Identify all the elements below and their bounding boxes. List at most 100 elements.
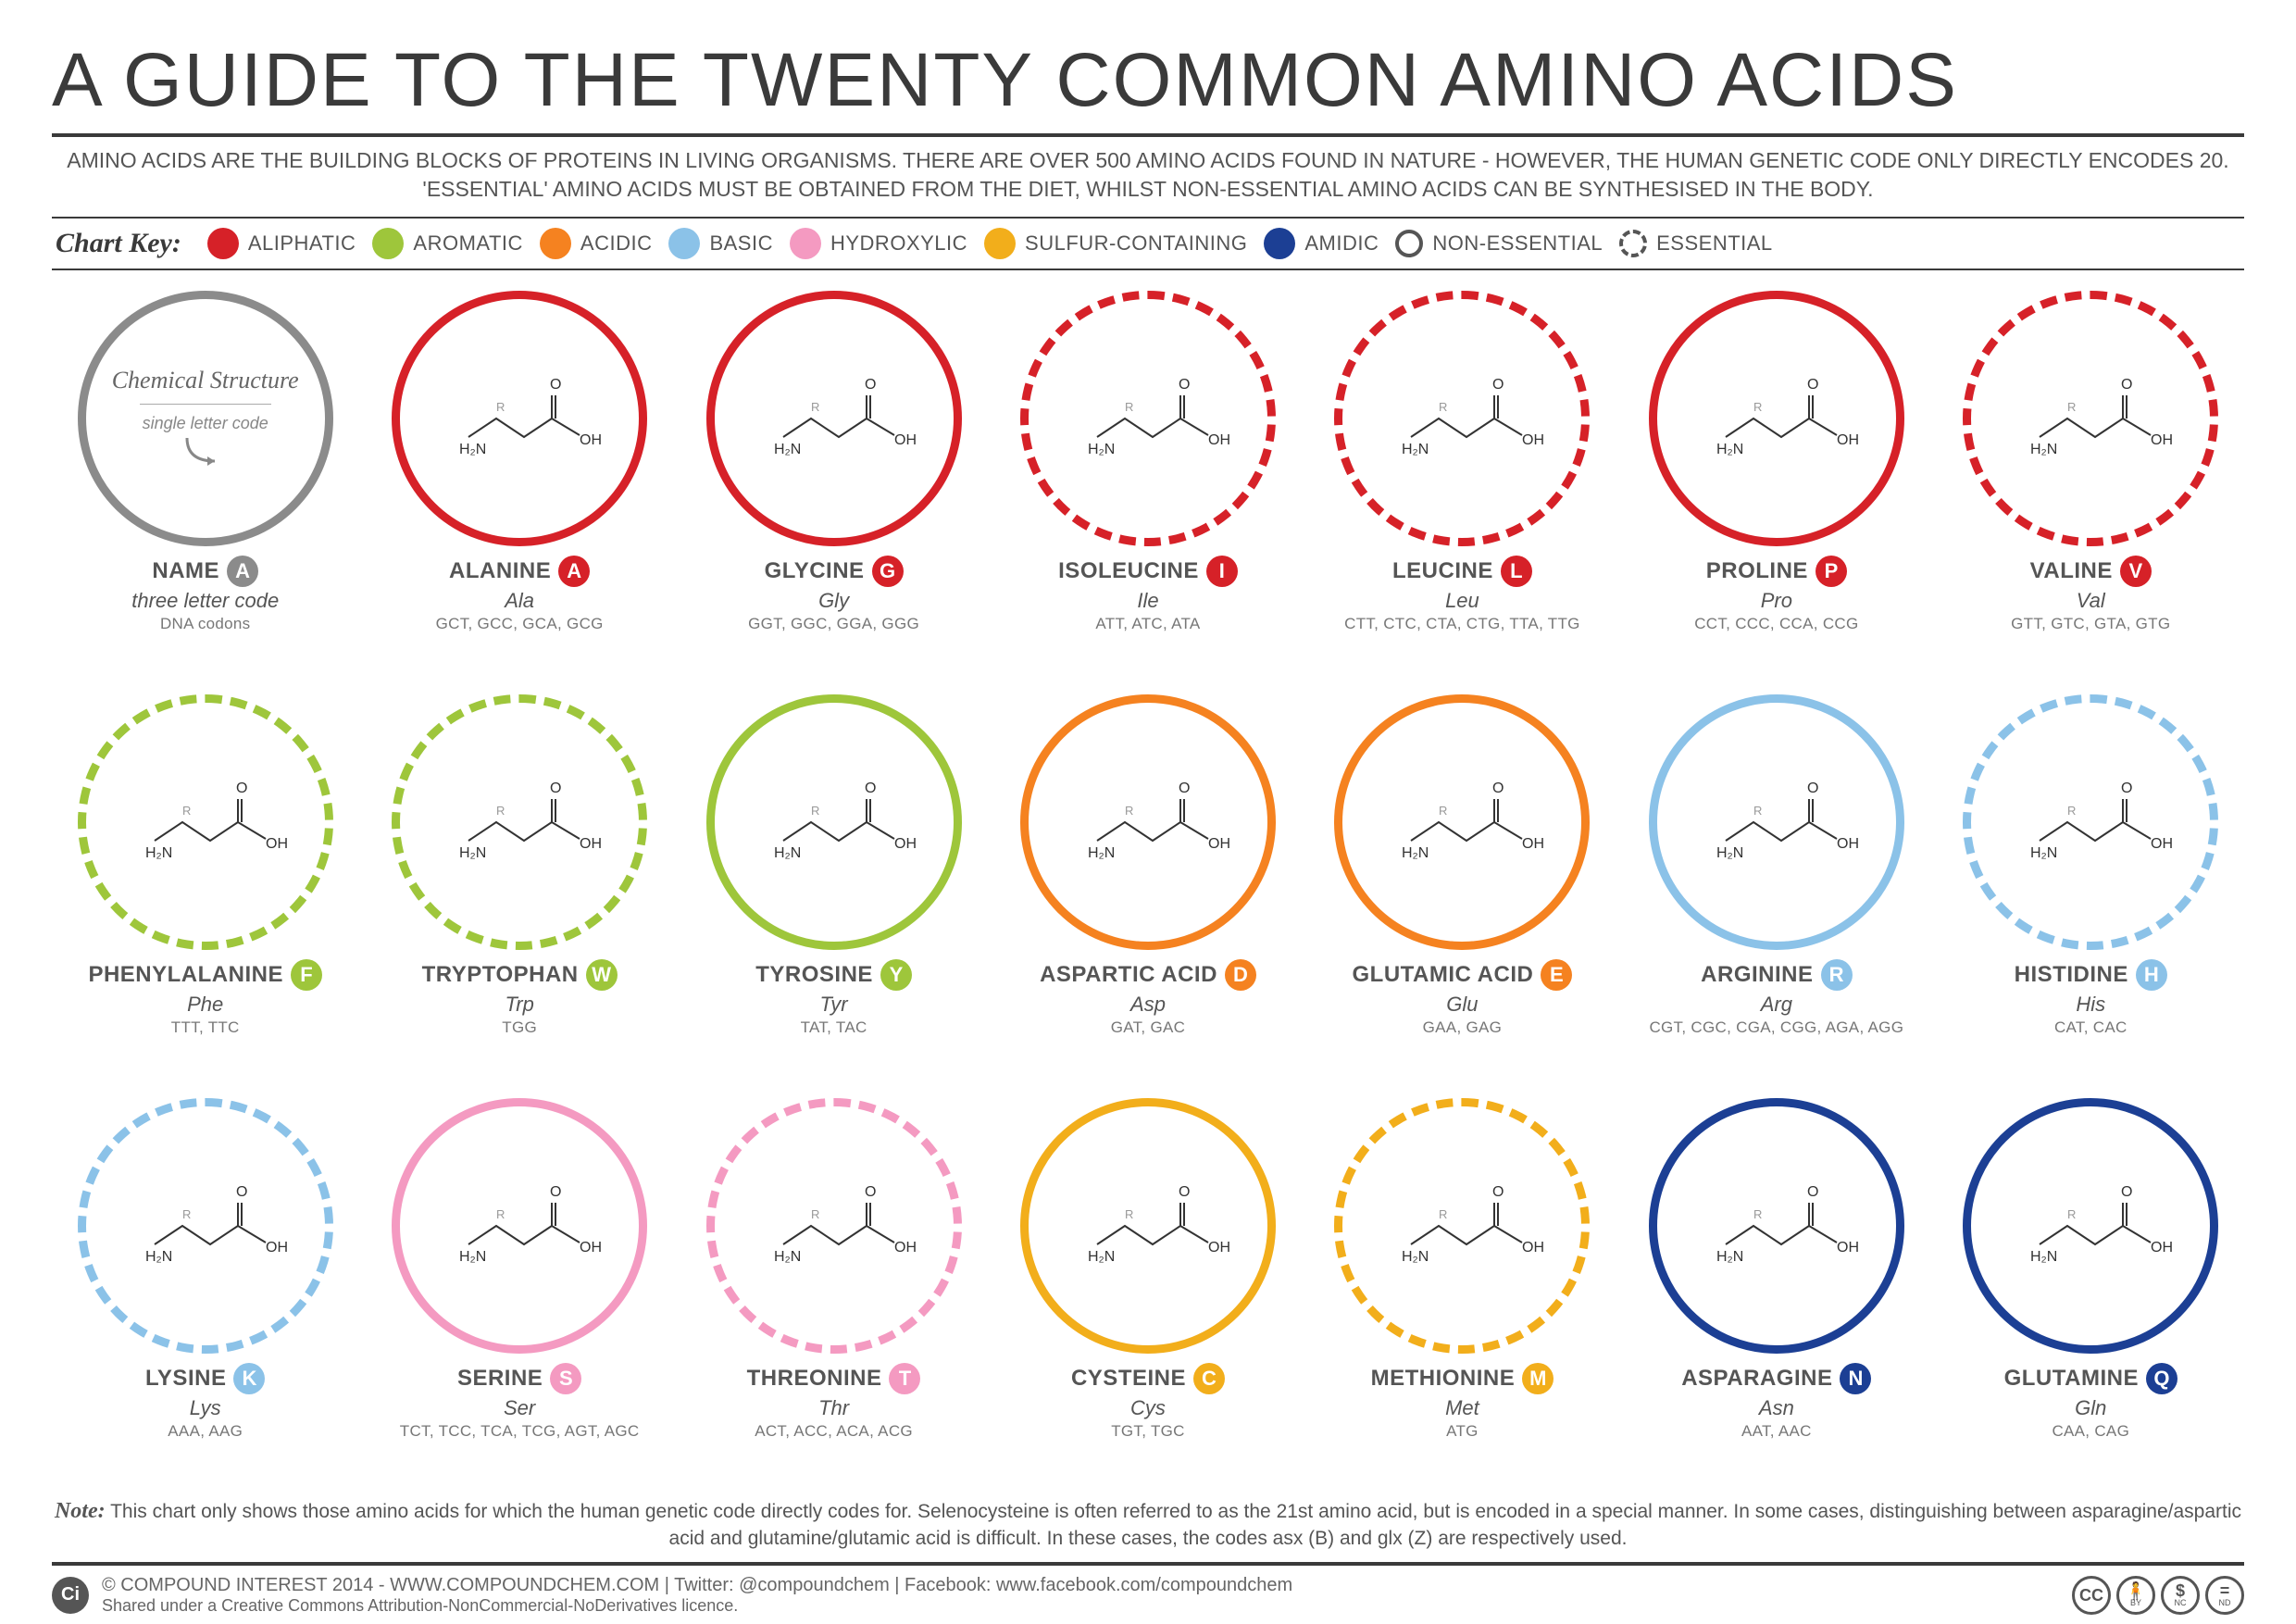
svg-text:H₂N: H₂N — [2030, 1249, 2057, 1265]
svg-text:O: O — [1179, 377, 1190, 393]
subtitle: AMINO ACIDS ARE THE BUILDING BLOCKS OF P… — [52, 146, 2244, 204]
dna-codons: GGT, GGC, GGA, GGG — [748, 615, 919, 633]
name-row: TYROSINE Y — [755, 959, 912, 991]
key-label-text: AMIDIC — [1304, 231, 1379, 256]
three-letter-code: Glu — [1446, 993, 1478, 1017]
three-letter-code: Asn — [1759, 1396, 1794, 1420]
footer-line2: Shared under a Creative Commons Attribut… — [102, 1596, 1292, 1616]
svg-text:O: O — [1807, 781, 1818, 796]
dna-codons: CAA, CAG — [2052, 1422, 2129, 1441]
letter-badge: V — [2120, 556, 2152, 587]
three-letter-code: Trp — [505, 993, 533, 1017]
svg-text:OH: OH — [266, 836, 288, 852]
name-row: SERINE S — [457, 1363, 581, 1394]
dna-codons: AAA, AAG — [168, 1422, 243, 1441]
svg-text:R: R — [182, 804, 191, 818]
svg-text:H₂N: H₂N — [145, 845, 172, 861]
structure-circle: H₂N O OH R — [392, 291, 647, 546]
svg-text:O: O — [236, 781, 247, 796]
svg-text:R: R — [1125, 804, 1133, 818]
swatch-icon — [668, 228, 700, 259]
svg-text:O: O — [2121, 377, 2132, 393]
structure-circle: H₂N O OH R — [1334, 1098, 1590, 1354]
structure-circle: H₂N O OH R — [392, 1098, 647, 1354]
svg-text:O: O — [236, 1184, 247, 1200]
name-row: TRYPTOPHAN W — [422, 959, 618, 991]
structure-icon: H₂N O OH R — [118, 767, 293, 878]
chart-key: Chart Key: ALIPHATICAROMATICACIDICBASICH… — [52, 217, 2244, 270]
svg-text:OH: OH — [894, 432, 917, 448]
three-letter-code: Pro — [1761, 589, 1792, 613]
structure-icon: H₂N O OH R — [746, 767, 922, 878]
cc-badges: CC🧍BY$NC=ND — [2072, 1576, 2244, 1615]
svg-text:O: O — [865, 781, 876, 796]
amino-acid-f: H₂N O OH R PHENYLALANINE FPheTTT, TTC — [52, 691, 358, 1087]
amino-acid-name: ASPARTIC ACID — [1040, 962, 1217, 988]
svg-text:H₂N: H₂N — [774, 845, 801, 861]
svg-text:O: O — [2121, 1184, 2132, 1200]
name-row: METHIONINE M — [1371, 1363, 1554, 1394]
letter-badge: C — [1193, 1363, 1225, 1394]
amino-acid-m: H₂N O OH R METHIONINE MMetATG — [1309, 1094, 1616, 1491]
dna-codons: AAT, AAC — [1741, 1422, 1812, 1441]
amino-acid-name: ISOLEUCINE — [1058, 558, 1199, 584]
name-row: ISOLEUCINE I — [1058, 556, 1238, 587]
three-letter-code: Gln — [2075, 1396, 2106, 1420]
cc-nd-icon: =ND — [2205, 1576, 2244, 1615]
structure-icon: H₂N O OH R — [431, 767, 607, 878]
svg-text:R: R — [811, 1207, 819, 1221]
svg-text:OH: OH — [894, 836, 917, 852]
svg-text:H₂N: H₂N — [145, 1249, 172, 1265]
swatch-icon — [984, 228, 1016, 259]
svg-text:H₂N: H₂N — [459, 845, 486, 861]
svg-text:R: R — [1439, 1207, 1447, 1221]
svg-text:O: O — [1807, 1184, 1818, 1200]
svg-text:R: R — [1753, 1207, 1762, 1221]
svg-text:R: R — [2067, 1207, 2076, 1221]
amino-acid-h: H₂N O OH R HISTIDINE HHisCAT, CAC — [1938, 691, 2244, 1087]
cc-nc-icon: $NC — [2161, 1576, 2200, 1615]
svg-text:O: O — [1492, 1184, 1504, 1200]
structure-circle: H₂N O OH R — [1020, 1098, 1276, 1354]
dna-codons: ATG — [1446, 1422, 1479, 1441]
structure-icon: H₂N O OH R — [2003, 363, 2178, 474]
legend-sub1: single letter code — [112, 414, 299, 433]
amino-acid-name: LEUCINE — [1392, 558, 1493, 584]
letter-badge: I — [1206, 556, 1238, 587]
svg-text:O: O — [550, 377, 561, 393]
three-letter-code: Phe — [187, 993, 223, 1017]
dna-codons: ACT, ACC, ACA, ACG — [755, 1422, 913, 1441]
dna-codons: GAT, GAC — [1111, 1018, 1186, 1037]
key-label-text: AROMATIC — [413, 231, 522, 256]
amino-acid-name: TYROSINE — [755, 962, 873, 988]
key-label-text: HYDROXYLIC — [830, 231, 967, 256]
amino-acid-p: H₂N O OH R PROLINE PProCCT, CCC, CCA, CC… — [1623, 287, 1929, 683]
name-row: ARGININE R — [1701, 959, 1852, 991]
svg-text:OH: OH — [1208, 1240, 1230, 1255]
svg-text:OH: OH — [1837, 1240, 1859, 1255]
key-label-text: ACIDIC — [580, 231, 653, 256]
structure-circle: H₂N O OH R — [1649, 694, 1904, 950]
key-label-text: ALIPHATIC — [248, 231, 356, 256]
three-letter-code: Arg — [1761, 993, 1792, 1017]
amino-acid-name: GLYCINE — [765, 558, 865, 584]
letter-badge: W — [586, 959, 618, 991]
svg-text:O: O — [550, 781, 561, 796]
amino-acid-i: H₂N O OH R ISOLEUCINE IIleATT, ATC, ATA — [994, 287, 1301, 683]
amino-acid-y: H₂N O OH R TYROSINE YTyrTAT, TAC — [680, 691, 987, 1087]
three-letter-code: Ala — [505, 589, 534, 613]
letter-badge: M — [1522, 1363, 1554, 1394]
svg-text:H₂N: H₂N — [1716, 845, 1743, 861]
swatch-icon — [1264, 228, 1295, 259]
amino-acid-w: H₂N O OH R TRYPTOPHAN WTrpTGG — [366, 691, 672, 1087]
structure-circle: H₂N O OH R — [1334, 291, 1590, 546]
key-item-nonessential: NON-ESSENTIAL — [1395, 230, 1603, 257]
svg-text:R: R — [1439, 804, 1447, 818]
svg-text:OH: OH — [1208, 432, 1230, 448]
three-letter-code: Ile — [1137, 589, 1158, 613]
amino-acid-name: LYSINE — [145, 1366, 226, 1392]
chart-key-label: Chart Key: — [56, 228, 181, 259]
letter-badge: F — [291, 959, 322, 991]
dna-codons: GTT, GTC, GTA, GTG — [2011, 615, 2170, 633]
amino-acid-name: SERINE — [457, 1366, 543, 1392]
